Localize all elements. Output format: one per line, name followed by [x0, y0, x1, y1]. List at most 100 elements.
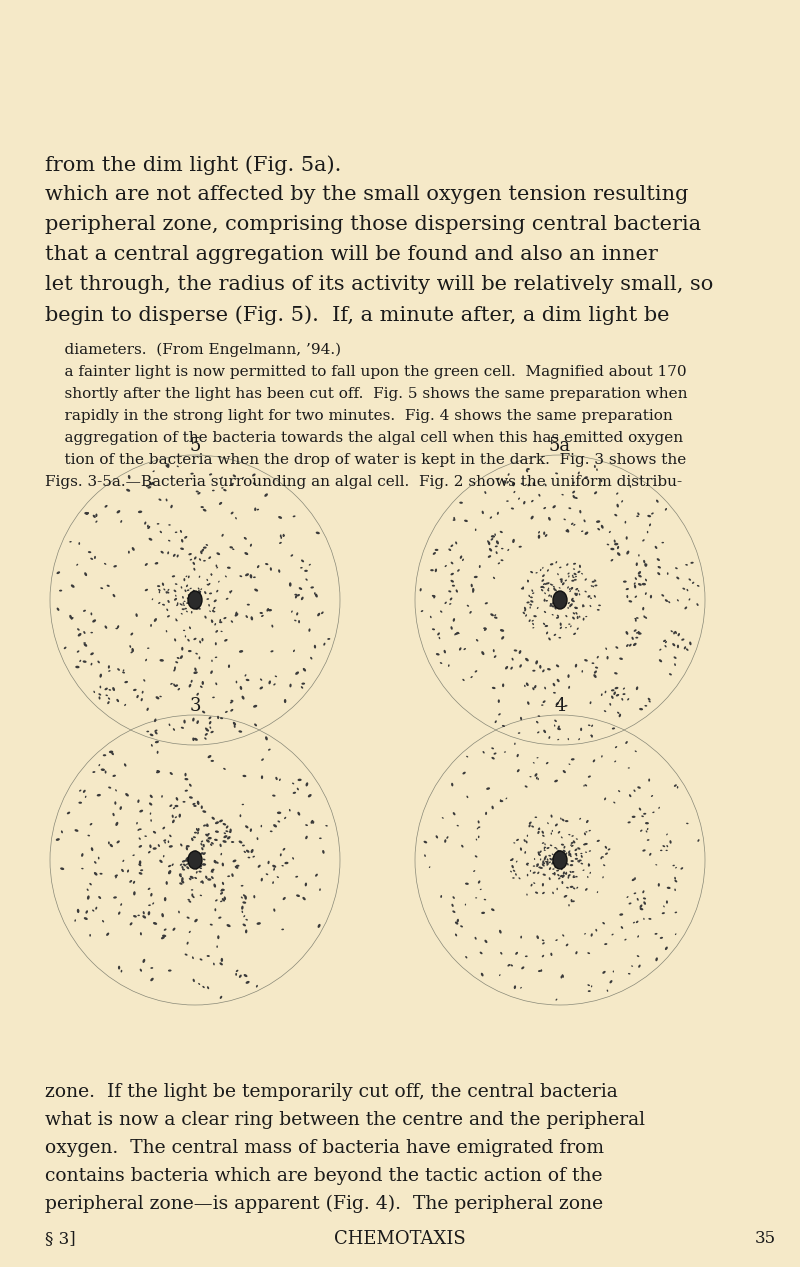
Ellipse shape	[206, 824, 209, 827]
Ellipse shape	[654, 546, 658, 549]
Ellipse shape	[185, 954, 187, 955]
Ellipse shape	[194, 737, 198, 741]
Ellipse shape	[555, 603, 558, 604]
Ellipse shape	[282, 533, 285, 536]
Ellipse shape	[225, 711, 228, 713]
Ellipse shape	[188, 575, 190, 578]
Ellipse shape	[200, 853, 204, 855]
Ellipse shape	[591, 663, 594, 664]
Ellipse shape	[579, 565, 581, 568]
Ellipse shape	[198, 656, 200, 659]
Ellipse shape	[532, 593, 534, 594]
Ellipse shape	[166, 592, 167, 594]
Ellipse shape	[230, 699, 234, 702]
Ellipse shape	[543, 599, 545, 602]
Ellipse shape	[590, 702, 591, 704]
Ellipse shape	[697, 585, 699, 587]
Ellipse shape	[192, 957, 194, 959]
Ellipse shape	[542, 587, 545, 588]
Ellipse shape	[166, 881, 168, 884]
Ellipse shape	[305, 883, 307, 887]
Ellipse shape	[159, 659, 164, 661]
Ellipse shape	[673, 864, 675, 867]
Ellipse shape	[584, 843, 588, 845]
Ellipse shape	[108, 697, 110, 699]
Ellipse shape	[308, 628, 310, 632]
Ellipse shape	[577, 627, 578, 630]
Ellipse shape	[115, 822, 118, 826]
Ellipse shape	[585, 888, 587, 891]
Ellipse shape	[239, 650, 243, 653]
Ellipse shape	[566, 853, 567, 855]
Ellipse shape	[210, 726, 211, 729]
Ellipse shape	[168, 969, 171, 972]
Ellipse shape	[542, 574, 545, 576]
Ellipse shape	[657, 559, 660, 561]
Ellipse shape	[470, 611, 472, 613]
Ellipse shape	[490, 538, 494, 541]
Ellipse shape	[423, 841, 427, 844]
Ellipse shape	[112, 687, 115, 691]
Ellipse shape	[583, 519, 586, 522]
Ellipse shape	[189, 783, 192, 787]
Ellipse shape	[548, 637, 550, 640]
Ellipse shape	[170, 504, 173, 508]
Ellipse shape	[568, 575, 570, 578]
Ellipse shape	[590, 872, 591, 874]
Ellipse shape	[115, 627, 118, 630]
Ellipse shape	[542, 835, 545, 836]
Ellipse shape	[94, 691, 95, 693]
Ellipse shape	[116, 699, 119, 702]
Ellipse shape	[236, 680, 238, 683]
Ellipse shape	[193, 561, 195, 565]
Ellipse shape	[548, 517, 550, 521]
Ellipse shape	[560, 599, 563, 601]
Ellipse shape	[568, 507, 571, 509]
Ellipse shape	[186, 602, 189, 604]
Ellipse shape	[583, 844, 586, 845]
Ellipse shape	[567, 863, 569, 865]
Ellipse shape	[565, 820, 569, 822]
Ellipse shape	[101, 768, 105, 772]
Ellipse shape	[446, 836, 449, 839]
Ellipse shape	[242, 775, 246, 777]
Ellipse shape	[677, 786, 678, 788]
Ellipse shape	[586, 831, 587, 832]
Ellipse shape	[186, 863, 188, 865]
Ellipse shape	[605, 853, 608, 855]
Ellipse shape	[440, 895, 442, 898]
Ellipse shape	[196, 870, 198, 874]
Ellipse shape	[585, 578, 587, 580]
Ellipse shape	[552, 830, 553, 832]
Ellipse shape	[205, 734, 208, 736]
Ellipse shape	[108, 787, 111, 788]
Ellipse shape	[221, 631, 222, 632]
Ellipse shape	[294, 594, 297, 595]
Ellipse shape	[214, 908, 216, 911]
Ellipse shape	[174, 669, 175, 672]
Ellipse shape	[606, 990, 608, 992]
Ellipse shape	[586, 616, 587, 617]
Ellipse shape	[554, 720, 557, 722]
Ellipse shape	[314, 645, 316, 649]
Ellipse shape	[238, 730, 242, 732]
Ellipse shape	[466, 604, 469, 607]
Ellipse shape	[159, 696, 162, 697]
Ellipse shape	[521, 483, 524, 485]
Ellipse shape	[242, 476, 244, 479]
Ellipse shape	[228, 664, 230, 668]
Ellipse shape	[631, 965, 633, 967]
Ellipse shape	[562, 872, 565, 874]
Ellipse shape	[150, 844, 151, 848]
Ellipse shape	[555, 824, 558, 826]
Ellipse shape	[634, 892, 636, 895]
Text: peripheral zone—is apparent (Fig. 4).  The peripheral zone: peripheral zone—is apparent (Fig. 4). Th…	[45, 1195, 603, 1214]
Ellipse shape	[443, 650, 446, 654]
Ellipse shape	[611, 696, 614, 699]
Ellipse shape	[571, 599, 575, 602]
Ellipse shape	[546, 601, 548, 602]
Ellipse shape	[562, 934, 564, 936]
Ellipse shape	[658, 566, 661, 569]
Ellipse shape	[571, 835, 574, 836]
Ellipse shape	[202, 811, 206, 813]
